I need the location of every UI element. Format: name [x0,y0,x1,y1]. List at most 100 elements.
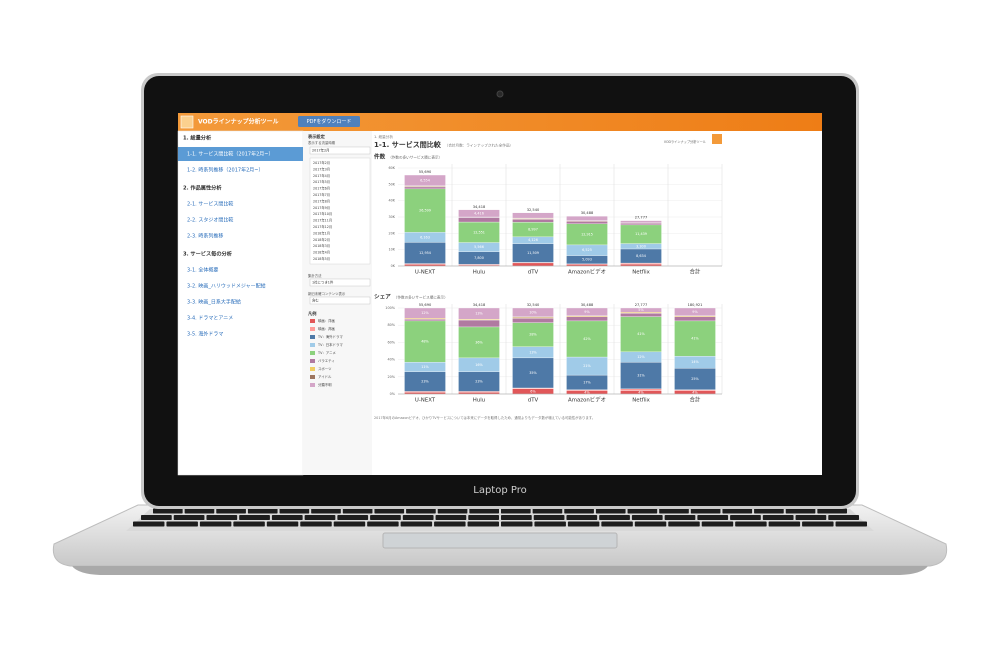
bar-segment [404,392,446,395]
sidebar-item[interactable]: 1-2. 時系列推移（2017年2月~） [187,167,263,174]
key [467,521,499,527]
sidebar-item[interactable]: 3-5. 海外ドラマ [187,331,223,338]
segment-label: 4,416 [474,211,484,215]
key [311,508,341,514]
legend-swatch [310,343,315,347]
segment-label: 10% [529,310,537,314]
month-option[interactable]: 2017年12月 [313,224,332,229]
month-option[interactable]: 2017年4月 [313,173,330,178]
bar-segment [620,263,662,267]
bar-segment [458,307,500,320]
month-option[interactable]: 2017年9月 [313,205,330,210]
legend-swatch [310,367,315,371]
key [533,515,565,520]
key [333,521,366,527]
sidebar-selected[interactable] [178,147,303,161]
key [631,515,663,520]
y-tick-label: 10K [388,248,395,252]
segment-label: 6% [530,389,536,393]
month-option[interactable]: 2018年2月 [313,237,330,242]
y-tick-label: 0K [391,264,396,268]
y-tick-label: 20K [388,231,395,235]
legend-label: アイドル [318,374,332,379]
key [437,508,468,514]
month-option[interactable]: 2017年8月 [313,198,330,203]
segment-label: 4,126 [528,238,538,242]
month-option[interactable]: 2017年7月 [313,192,330,197]
segment-label: 7,800 [474,256,484,260]
pdf-button[interactable] [298,116,360,127]
month-option[interactable]: 2018年5月 [313,256,330,261]
sidebar-item[interactable]: 1-1. サービス間比較（2017年2月~） [187,151,273,158]
month-option[interactable]: 2017年5月 [313,179,330,184]
key [304,515,336,520]
bar-segment [620,222,662,226]
key [828,515,859,520]
dropdown[interactable] [309,146,371,155]
key [595,508,626,514]
segment-label: 8,634 [636,254,646,258]
segment-label: 23% [421,380,429,384]
month-option[interactable]: 2017年3月 [313,166,330,171]
x-tick-label: Amazonビデオ [568,268,606,276]
segment-label: 6,525 [582,248,592,252]
key [601,521,633,527]
key [374,508,405,514]
brand-logo [712,134,722,144]
dropdown[interactable] [309,278,371,287]
dropdown-value[interactable]: 含む [312,298,319,303]
dropdown-value[interactable]: 2017年2月 [312,148,330,153]
month-option[interactable]: 2018年1月 [313,230,330,235]
sidebar-item[interactable]: 2-2. スタジオ間比較 [187,217,233,224]
chart-title: シェア [374,294,391,301]
chart-title: 件数 [374,153,386,161]
month-option[interactable]: 2017年10月 [313,211,332,216]
sidebar-item[interactable]: 2-1. サービス間比較 [187,201,233,208]
total-label: 30,488 [581,211,594,215]
sidebar-item[interactable]: 3-1. 全体概要 [187,267,218,274]
camera [496,90,504,98]
key [206,515,238,520]
chart-subtitle: （作数の多いサービス順に表示） [388,154,442,159]
sidebar-item[interactable]: 2-3. 時系列推移 [187,233,223,240]
segment-label: 36% [475,340,483,344]
key [406,508,436,514]
bar-segment [620,388,662,391]
segment-label: 35% [529,371,537,375]
month-option[interactable]: 2018年3月 [313,243,330,248]
x-tick-label: dTV [528,270,539,276]
y-tick-label: 0% [390,392,396,396]
segment-label: 42% [583,337,591,341]
key [634,521,667,527]
sidebar-item[interactable]: 3-2. 映画_ハリウッドメジャー配給 [187,283,266,290]
bar-segment [566,264,608,267]
legend-swatch [310,375,315,379]
filter-label: 集計方法 [308,273,322,278]
dropdown-value[interactable]: 1社につき1件 [312,280,334,285]
dropdown[interactable] [309,296,371,305]
segment-label: 17% [583,380,591,384]
segment-label: 5,566 [474,245,484,249]
key [627,508,658,514]
month-option[interactable]: 2017年2月 [313,160,330,165]
bar-segment [674,320,716,357]
pdf-button-label[interactable]: PDFをダウンロード [307,118,352,125]
key [730,515,761,520]
segment-label: 12,551 [473,230,485,234]
month-option[interactable]: 2017年11月 [313,218,332,223]
sidebar-item[interactable]: 3-3. 映画_日系大手配給 [187,299,241,306]
key [247,508,278,514]
key [659,508,689,514]
bar-segment [458,217,500,223]
month-option[interactable]: 2017年6月 [313,186,330,191]
x-tick-label: Hulu [473,270,485,276]
segment-label: 4% [638,390,644,394]
legend-label: 映画：邦画 [318,326,336,331]
month-option[interactable]: 2018年4月 [313,250,330,255]
segment-label: 6,163 [420,235,430,239]
segment-label: 12,915 [581,232,593,236]
sidebar-item[interactable]: 3-4. ドラマとアニメ [187,316,233,322]
key [501,515,532,520]
bar-segment [404,174,446,186]
legend-label: スポーツ [318,366,332,371]
